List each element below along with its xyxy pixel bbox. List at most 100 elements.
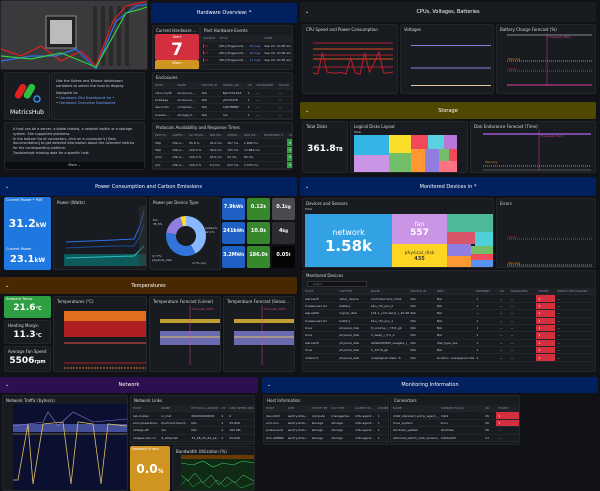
table-cell[interactable]: 11 logs [247, 56, 263, 65]
table-row[interactable]: ▌⚙ [PK] [Triggered]... 10 logs Sep 20, 10:0… [201, 49, 292, 58]
column-header[interactable]: NAME [159, 405, 190, 413]
table-cell: N/A [408, 317, 435, 325]
column-header[interactable]: MIN RE... [207, 132, 226, 140]
more-button[interactable]: More ⌄ [5, 162, 144, 169]
table-row[interactable]: http mtb-a... 100.0 % 36.0 ms 155 ms 13,889 m… [153, 146, 292, 155]
treemap-network[interactable]: network 1.58k [305, 214, 392, 267]
table-row[interactable]: ▌⚙ [PK] [Triggered]... 11 logs Sep 20, 10:0… [201, 56, 292, 65]
table-row[interactable]: huawei-san-01 battery bbu_ctrl_pos_1 N/A N/A… [303, 317, 595, 325]
column-header[interactable]: CONNECTOR_ID [438, 405, 484, 413]
column-header[interactable]: UP [219, 405, 228, 413]
column-header[interactable]: UP POSSI... [187, 132, 208, 140]
column-header[interactable]: UP [287, 132, 292, 140]
column-header[interactable]: FAILED [536, 288, 556, 296]
table-row[interactable]: bobbage enclosure_... N/A ybn03478 1— — [153, 96, 292, 105]
table-row[interactable]: sap-ipt00 logical_disk 101.1_unit.name_r_1… [303, 309, 595, 318]
table-row[interactable]: mib2_standard_snmp_agent_-_network_inter… [391, 411, 519, 420]
table-row[interactable]: emc-vnx sentry-blde... storage storage mtb-a… [264, 419, 388, 428]
column-header[interactable]: NAME [368, 288, 409, 296]
column-header[interactable]: CONNECTO... [375, 405, 388, 413]
table-cell: storage [309, 426, 330, 435]
column-header[interactable]: DEGRADED [508, 288, 537, 296]
table-row[interactable]: alarmer8 other_device controllercard_cm01 N… [303, 294, 595, 303]
table-row[interactable]: ethernet_switch_with_sensors_snmpmibSwit… [391, 434, 519, 442]
table-row[interactable]: netgear-dev-11 8_ethernet 34_98_b5_64_ee..… [131, 434, 254, 442]
link-hardware-overview[interactable]: Hardware Overview Dashboard [59, 101, 116, 105]
table-cell: N/A [408, 353, 435, 362]
table-row[interactable]: huawei-san-01 battery bbu_ctrl_pos_0 N/A N/A… [303, 302, 595, 311]
column-header[interactable]: INFO [434, 288, 475, 296]
column-header[interactable]: AVERA... [225, 132, 242, 140]
link-hardware-site[interactable]: Hardware Site Dashboard for * [59, 96, 115, 100]
column-header[interactable]: RESPONSE T... [261, 132, 288, 140]
table-row[interactable]: windows_system windows 56— [391, 426, 519, 435]
bullet: A host can be a server, a blade chassis,… [13, 127, 132, 136]
hardware-overview-header[interactable]: Hardware Overview: * [151, 3, 297, 23]
column-header[interactable]: PREDICTED FAILURE [555, 288, 595, 296]
panel-title: CPU Speed and Power Consumption [306, 27, 378, 32]
table-row[interactable]: huawei-... storage_h... N/A n/a 1— — [153, 111, 292, 119]
treemap-fan[interactable]: fan 557 [392, 214, 447, 244]
table-row[interactable]: linux_system linux 26 1 [391, 419, 519, 428]
power-header[interactable]: ⌄ Power Consumption and Carbon Emissions [0, 177, 297, 196]
treemap-physical-disk[interactable]: physical_disk 435 [392, 244, 447, 267]
column-header[interactable]: OK [497, 288, 509, 296]
column-header[interactable]: FAILED [276, 82, 292, 90]
column-header[interactable]: SITE [285, 405, 310, 413]
table-row[interactable]: lab-cluster lo_lnet 000000000000 4 0 [131, 411, 254, 420]
table-row[interactable]: dev-cb03 sentry-blde... compute manageme...… [264, 411, 388, 420]
column-header[interactable]: OK [245, 82, 255, 90]
column-header[interactable]: HOSTTYPE [309, 405, 330, 413]
column-header[interactable]: HOST [131, 405, 160, 413]
table-row[interactable]: clevo-myth enclosure_... N/A BJG7231424 1— — [153, 88, 292, 97]
table-cell[interactable]: 10 logs [247, 41, 263, 50]
table-row[interactable]: powervault sentry-blde... storage storage mt… [264, 426, 388, 435]
table-row[interactable]: dev-hc01 computer_... N/A CQ07B8BV 1— — [153, 103, 292, 112]
temperatures-header[interactable]: ⌄ Temperatures [0, 277, 297, 294]
column-header[interactable]: HWTYPE [337, 288, 369, 296]
column-header[interactable]: PHYSICAL_ADDRE... [189, 405, 220, 413]
column-header[interactable]: MAX RE... [241, 132, 262, 140]
column-header[interactable]: AGENT.HO... [353, 405, 376, 413]
table-row[interactable]: linux physical_disk 5_127.8_gb N/A N/A 1— —1— [303, 346, 595, 355]
storage-header[interactable]: ⌄ Storage [300, 102, 596, 119]
network-header[interactable]: ⌄ Network [0, 377, 258, 393]
column-header[interactable]: LINK SPEED (B/S) [227, 405, 254, 413]
table-cell: location: unassigned disks: 8 [434, 353, 475, 362]
table-row[interactable]: linux physical_disk 3_swap_r_0.5_b N/A N/A 1—… [303, 331, 595, 340]
column-header[interactable]: OS.TYPE [329, 405, 354, 413]
column-header[interactable]: DEVICE_ID [408, 288, 435, 296]
cpus-header[interactable]: ⌄ CPUs, Voltages, Batteries [300, 2, 596, 22]
column-header[interactable]: PROTO... [153, 132, 171, 140]
column-header[interactable]: HOST [153, 82, 176, 90]
table-row[interactable]: ipmi mtb-a... 100.0 % 45.0 ms 54 ms 80 ms 5 [153, 153, 292, 162]
column-header[interactable]: OK [483, 405, 497, 413]
column-header[interactable]: NAME [175, 82, 200, 90]
table-row[interactable]: linux physical_disk 8_volume_r_75.8_gb N/A N… [303, 324, 595, 333]
monitored-devices-header[interactable]: ⌄ Monitored Devices in * [300, 177, 596, 196]
monitoring-header[interactable]: ⌄ Monitoring Information [262, 377, 598, 393]
column-header[interactable]: HOST [264, 405, 286, 413]
table-cell: huawei-san-01 [303, 302, 338, 311]
column-header[interactable]: FAILED [496, 405, 519, 413]
table-row[interactable]: alarmer8 physical_disk defe0h0h883_seagate… [303, 339, 595, 348]
column-header[interactable]: SERIAL_NU... [220, 82, 246, 90]
table-cell[interactable]: 10 logs [247, 49, 263, 58]
table-row[interactable]: http mtb-a... 95.8 % 45.0 ms 167 ms 1,808 ms 5 [153, 138, 292, 147]
column-header[interactable]: DEGRADED [254, 82, 277, 90]
column-header[interactable]: NAME [391, 405, 439, 413]
column-header[interactable]: AGENT... [170, 132, 188, 140]
column-header[interactable]: HOST [303, 288, 338, 296]
column-header[interactable]: DEVICE_ID [199, 82, 221, 90]
table-row[interactable]: netapp-aff ela N/A 2 100 Mb [131, 426, 254, 435]
warning-label: Warning [508, 261, 521, 265]
search-input[interactable] [307, 281, 367, 287]
table-row[interactable]: jmx mtb-a... 100.0 % 4.0 ms 412 ms 2,376 ms 5 [153, 161, 292, 169]
table-row[interactable]: ibm-ds8882 sentry-blde... storage storage mt… [264, 434, 388, 442]
column-header[interactable]: PRESENT [474, 288, 498, 296]
table-row[interactable]: emc-powerstore fportcard-fsport... N/A 2 25,… [131, 419, 254, 428]
unit: $ [263, 204, 267, 209]
table-row[interactable]: ▌⚙ [PK] [Triggered]... 10 logs Sep 20, 10:0… [201, 41, 292, 50]
bullet: In the bottom list of connectors, click … [13, 136, 135, 151]
table-row[interactable]: netsimr2 physical_disk unassigned disks: 8… [303, 353, 595, 362]
